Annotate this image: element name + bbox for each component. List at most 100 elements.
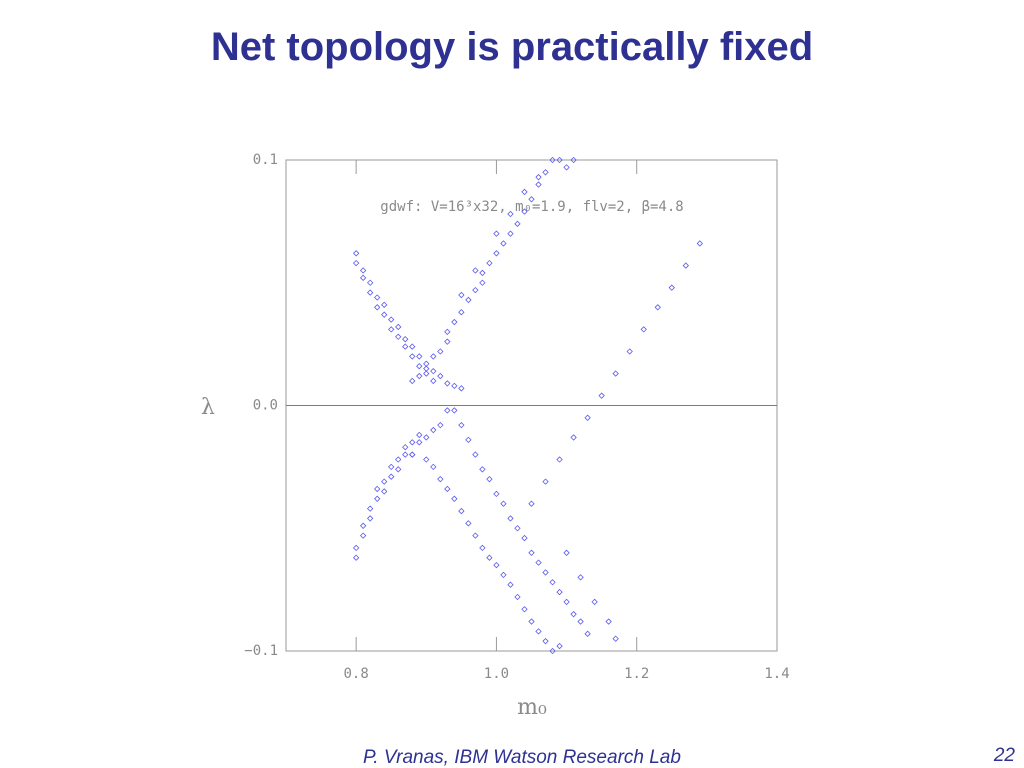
scatter-point [444, 407, 451, 414]
scatter-point [437, 372, 444, 380]
scatter-point [465, 296, 472, 304]
scatter-point [500, 500, 507, 507]
scatter-point [500, 571, 507, 579]
annotation: gdwf: V=16³x32, m₀=1.9, flv=2, β=4.8 [380, 199, 683, 215]
scatter-point [640, 326, 647, 333]
scatter-point [598, 392, 605, 399]
scatter-point [451, 495, 458, 502]
scatter-point [416, 439, 423, 446]
scatter-point [507, 581, 514, 588]
scatter-point [381, 301, 388, 309]
scatter-point [472, 267, 479, 274]
scatter-point [500, 240, 507, 247]
scatter-point [451, 318, 458, 326]
scatter-point [584, 414, 591, 421]
scatter-point [381, 488, 388, 495]
scatter-point [556, 156, 563, 164]
scatter-point [388, 326, 395, 333]
scatter-point [416, 353, 423, 360]
scatter-point [521, 606, 528, 613]
scatter-point [542, 478, 549, 485]
footer-author: P. Vranas, IBM Watson Research Lab [363, 747, 681, 768]
scatter-point [359, 267, 367, 274]
scatter-point [444, 338, 451, 345]
scatter-point [542, 638, 549, 645]
scatter-point [479, 279, 486, 286]
scatter-point [367, 279, 374, 286]
scatter-point [549, 647, 556, 655]
scatter-point [423, 370, 430, 377]
scatter-point [430, 463, 437, 471]
scatter-point [409, 451, 416, 458]
scatter-point [507, 230, 514, 237]
scatter-point [556, 588, 563, 596]
scatter-point [352, 544, 360, 552]
scatter-point [612, 370, 619, 377]
scatter-point [479, 466, 486, 473]
y-axis-label: λ [201, 395, 215, 420]
scatter-point [367, 505, 374, 512]
scatter-point [549, 579, 556, 586]
scatter-point [359, 522, 367, 529]
scatter-point [535, 559, 542, 566]
scatter-point [570, 156, 577, 164]
scatter-point [402, 451, 409, 458]
scatter-point [465, 520, 472, 527]
scatter-point [521, 534, 528, 542]
scatter-point [521, 208, 528, 215]
scatter-point [402, 444, 409, 451]
scatter-point [465, 436, 472, 444]
scatter-point [359, 532, 367, 539]
scatter-point [423, 365, 430, 372]
scatter-point [535, 628, 542, 635]
scatter-point [542, 169, 549, 176]
scatter-point [388, 316, 395, 323]
x-tick-label: 1.4 [764, 666, 789, 682]
scatter-point [437, 348, 444, 355]
scatter-point [423, 456, 430, 463]
scatter-point [451, 382, 458, 390]
scatter-point [472, 286, 479, 294]
page-number: 22 [993, 745, 1016, 766]
scatter-point [528, 618, 535, 625]
scatter-point [514, 593, 521, 601]
scatter-point [542, 569, 549, 576]
scatter-point [359, 274, 367, 282]
scatter-point [528, 549, 535, 556]
scatter-point [507, 210, 514, 218]
scatter-point [374, 495, 381, 502]
scatter-point [528, 196, 535, 203]
scatter-point [570, 611, 577, 618]
scatter-point [409, 353, 416, 360]
scatter-point [381, 478, 388, 485]
scatter-point [493, 250, 500, 257]
scatter-point [402, 343, 409, 350]
scatter-point [409, 451, 416, 458]
x-tick-label: 1.0 [484, 666, 509, 682]
scatter-point [374, 485, 381, 493]
scatter-point [549, 156, 556, 164]
scatter-point [352, 554, 360, 561]
scatter-point [437, 421, 444, 429]
scatter-point [458, 309, 465, 316]
scatter-point [395, 456, 402, 463]
scatter-point [352, 250, 360, 257]
scatter-point [535, 181, 542, 188]
scatter-point [395, 466, 402, 473]
scatter-point [458, 507, 465, 515]
scatter-point [591, 598, 598, 606]
scatter-point [556, 642, 563, 650]
scatter-point [654, 304, 661, 311]
scatter-point [458, 291, 465, 299]
scatter-point [486, 554, 493, 561]
scatter-point [612, 635, 619, 642]
y-tick-label: −0.1 [244, 643, 278, 659]
scatter-point [409, 343, 416, 350]
scatter-point [395, 323, 402, 331]
scatter-point [563, 549, 570, 556]
scatter-point [388, 473, 395, 480]
scatter-point [535, 174, 542, 181]
scatter-point [381, 311, 388, 318]
scatter-point [570, 434, 577, 441]
